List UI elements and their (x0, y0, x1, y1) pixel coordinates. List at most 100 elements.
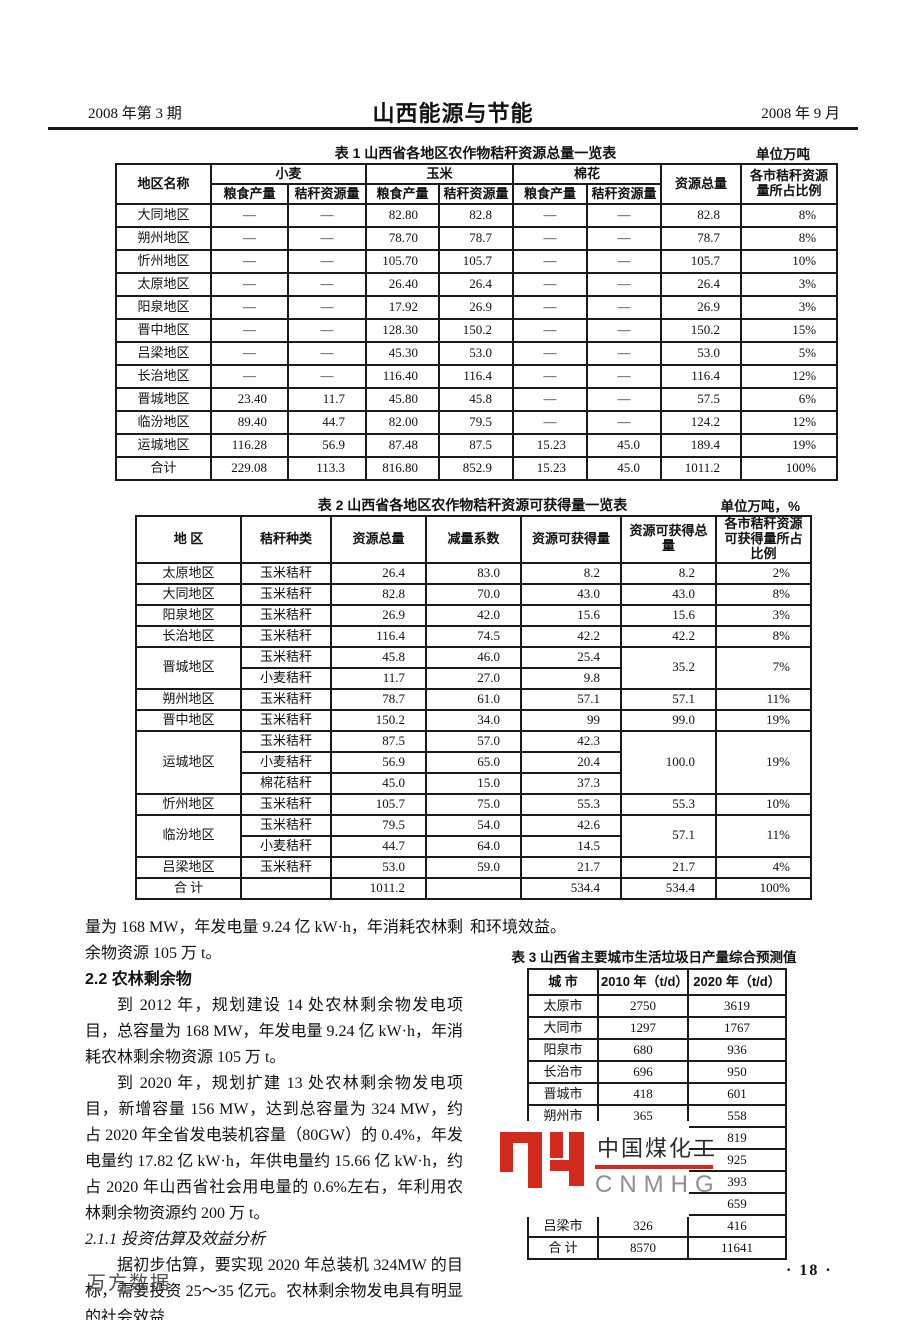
table-cell: — (286, 318, 368, 343)
table-cell: — (210, 203, 289, 228)
table-cell: 82.8 (330, 582, 427, 606)
region-cell: 太原地区 (135, 561, 242, 585)
table-cell: 116.28 (210, 433, 289, 458)
body-paragraph: 到 2020 年，规划扩建 13 处农林剩余物发电项目，新增容量 156 MW，… (85, 1075, 463, 1222)
total-cell: 8.2 (620, 561, 717, 585)
total-cell: 21.7 (620, 855, 717, 879)
table-cell: 2750 (597, 994, 689, 1018)
table-cell: 45.8 (438, 387, 515, 412)
coal-chem-logo-icon (500, 1132, 584, 1188)
table-cell: 113.3 (286, 456, 368, 481)
table-cell: 78.7 (660, 226, 743, 251)
table-cell: — (586, 341, 663, 366)
table-cell: 15% (740, 318, 839, 343)
body-left-column: 量为 168 MW，年发电量 9.24 亿 kW·h，年消耗农林剩余物资源 10… (85, 915, 463, 1320)
table-cell: 56.9 (330, 750, 427, 774)
table-cell: — (286, 295, 368, 320)
table2-title: 表 2 山西省各地区农作物秸秆资源可获得量一览表 (317, 497, 628, 513)
table-cell: 小麦秸秆 (240, 750, 332, 774)
table-cell: 43.0 (520, 582, 622, 606)
table-cell: 10% (740, 249, 839, 274)
table-row: 太原市 2750 3619 (527, 994, 787, 1018)
col-header: 秸秆种类 (240, 515, 332, 564)
table2-unit: 单位万吨，% (720, 499, 800, 514)
table-cell: 太原地区 (115, 272, 212, 297)
table-row: 长治地区 — —116.40 116.4— —116.4 12% (115, 364, 839, 389)
header-rule (48, 127, 858, 130)
table-row: 地 区秸秆种类 资源总量 减量系数 资源可获得量 资源可获得总量 各市秸秆资源可获得量所占… (135, 515, 812, 564)
col-subheader: 秸秆资源量 (438, 183, 515, 205)
total-cell: 100.0 (620, 729, 717, 795)
col-header: 资源可获得总量 (620, 515, 717, 564)
table1-unit: 单位万吨 (756, 147, 810, 162)
table-cell: 玉米秸秆 (240, 624, 332, 648)
table-cell: 临汾地区 (115, 410, 212, 435)
table-cell: 20.4 (520, 750, 622, 774)
table-row: 合 计 8570 11641 (527, 1236, 787, 1260)
table-cell: 326 (597, 1214, 689, 1238)
table-cell: 936 (687, 1038, 787, 1062)
table-cell: — (586, 272, 663, 297)
table-cell: 阳泉市 (527, 1038, 599, 1062)
table-row: 临汾地区 玉米秸秆 79.5 54.0 42.6 57.1 11% (135, 813, 812, 858)
col-header: 资源可获得量 (520, 515, 622, 564)
table-cell: 晋城地区 (115, 387, 212, 412)
col-header: 城 市 (527, 968, 599, 996)
share-cell: 10% (715, 792, 812, 816)
table-cell: 54.0 (425, 813, 522, 837)
table-cell: 46.0 (425, 645, 522, 669)
col-subheader: 粮食产量 (512, 183, 589, 205)
table-cell: 1297 (597, 1016, 689, 1040)
table-cell: 99 (520, 708, 622, 732)
share-cell: 19% (715, 729, 812, 795)
table-cell: 79.5 (438, 410, 515, 435)
table-cell: 105.7 (660, 249, 743, 274)
table-cell: — (210, 341, 289, 366)
table-cell: — (286, 226, 368, 251)
table-cell: 1011.2 (660, 456, 743, 481)
table-cell: — (512, 295, 589, 320)
table-cell: 大同地区 (115, 203, 212, 228)
table-cell: — (512, 249, 589, 274)
table-cell: 61.0 (425, 687, 522, 711)
table-cell: 45.8 (330, 645, 427, 669)
table-cell: 534.4 (520, 876, 622, 900)
table-row: 晋中地区 — —128.30 150.2— —150.2 15% (115, 318, 839, 343)
total-cell: 99.0 (620, 708, 717, 732)
table-row: 太原地区 — —26.40 26.4— —26.4 3% (115, 272, 839, 297)
table-cell: 21.7 (520, 855, 622, 879)
body-paragraph: 到 2012 年，规划建设 14 处农林剩余物发电项目，总容量为 168 MW，… (85, 997, 463, 1066)
table-cell: 75.0 (425, 792, 522, 816)
table-cell: 忻州地区 (115, 249, 212, 274)
table-row: 长治市 696 950 (527, 1060, 787, 1084)
col-subheader: 粮食产量 (365, 183, 441, 205)
table-cell: 26.4 (438, 272, 515, 297)
table-cell: 棉花秸秆 (240, 771, 332, 795)
table-row: 阳泉市 680 936 (527, 1038, 787, 1062)
wanfang-watermark: 万方数据 (87, 1273, 172, 1294)
table-cell: 玉米秸秆 (240, 708, 332, 732)
table-cell: — (586, 318, 663, 343)
table-row: 晋城地区 玉米秸秆 45.8 46.0 25.4 35.2 7% (135, 645, 812, 690)
table-cell: 8570 (597, 1236, 689, 1260)
table-cell: 8% (740, 203, 839, 228)
share-cell: 3% (715, 603, 812, 627)
table-cell: 78.7 (330, 687, 427, 711)
table2-section: 表 2 山西省各地区农作物秸秆资源可获得量一览表 单位万吨，% 地 区秸秆种类资… (135, 495, 812, 900)
table-cell: 26.9 (330, 603, 427, 627)
journal-title: 山西能源与节能 (372, 101, 534, 126)
table-cell: 57.0 (425, 729, 522, 753)
col-header: 资源总量 (330, 515, 427, 564)
table-cell: 大同市 (527, 1016, 599, 1040)
table-cell: — (286, 341, 368, 366)
table-cell: 89.40 (210, 410, 289, 435)
col-subheader: 粮食产量 (210, 183, 289, 205)
table-row: 晋中地区 玉米秸秆 150.2 34.0 99 99.0 19% (135, 708, 812, 732)
table-cell: — (512, 341, 589, 366)
table-cell: 82.80 (365, 203, 441, 228)
col-header-group: 玉米 (365, 163, 515, 185)
table-cell: 105.7 (330, 792, 427, 816)
share-cell: 8% (715, 582, 812, 606)
table-cell: 45.30 (365, 341, 441, 366)
table-cell: 玉米秸秆 (240, 813, 332, 837)
